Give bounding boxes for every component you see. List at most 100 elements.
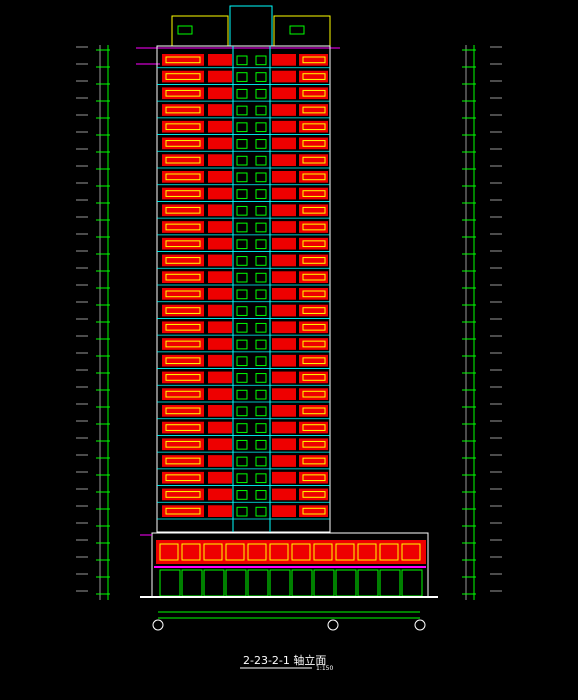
window: [255, 289, 267, 300]
window: [165, 307, 201, 314]
window: [255, 172, 267, 183]
window: [236, 306, 248, 316]
wall-red: [299, 254, 328, 267]
wall-red: [208, 137, 232, 150]
window: [165, 257, 201, 264]
window: [255, 272, 267, 283]
window: [255, 105, 267, 116]
wall-red: [272, 120, 296, 133]
window: [255, 72, 267, 82]
window: [165, 357, 201, 365]
wall-red: [299, 338, 328, 350]
window: [236, 356, 248, 367]
wall-red: [162, 505, 204, 517]
wall-red: [162, 455, 204, 467]
window: [302, 140, 326, 147]
wall-red: [162, 171, 204, 183]
podium-window: [313, 543, 333, 561]
wall-red: [208, 438, 232, 451]
window: [236, 456, 248, 467]
window: [165, 290, 201, 298]
window: [236, 122, 248, 133]
wall-red: [208, 371, 232, 384]
window: [302, 457, 326, 465]
drawing-scale: 1:150: [316, 665, 333, 672]
window: [165, 89, 201, 97]
wall-red: [208, 104, 232, 116]
axis-bubble: [327, 619, 339, 631]
wall-red: [208, 87, 232, 100]
wall-red: [162, 70, 204, 83]
window: [236, 406, 248, 417]
wall-red: [208, 321, 232, 334]
window: [302, 156, 326, 164]
wall-red: [162, 137, 204, 150]
window: [165, 223, 201, 231]
podium-window: [203, 543, 223, 561]
wall-red: [162, 488, 204, 501]
window: [255, 406, 267, 417]
wall-red: [162, 338, 204, 350]
wall-red: [162, 54, 204, 66]
wall-red: [162, 471, 204, 484]
window: [165, 407, 201, 415]
window: [165, 73, 201, 80]
wall-red: [272, 371, 296, 384]
window: [236, 289, 248, 300]
window: [302, 307, 326, 314]
wall-red: [272, 321, 296, 334]
window: [302, 123, 326, 131]
podium-bays: [154, 543, 426, 597]
wall-red: [162, 104, 204, 116]
window: [236, 189, 248, 199]
wall-red: [272, 388, 296, 400]
window: [302, 424, 326, 431]
wall-red: [272, 171, 296, 183]
window: [255, 439, 267, 450]
wall-red: [299, 288, 328, 300]
window: [236, 256, 248, 266]
window: [165, 240, 201, 248]
wall-red: [272, 137, 296, 150]
wall-red: [208, 154, 232, 166]
window: [255, 356, 267, 367]
wall-red: [208, 254, 232, 267]
window: [165, 340, 201, 348]
wall-red: [162, 87, 204, 100]
window: [255, 423, 267, 433]
podium-window: [247, 543, 267, 561]
window: [236, 139, 248, 149]
wall-red: [299, 70, 328, 83]
drawing-title: 2-23-2-1 轴立面: [243, 653, 326, 667]
wall-red: [299, 104, 328, 116]
window: [255, 139, 267, 149]
window: [255, 122, 267, 133]
wall-red: [299, 171, 328, 183]
roof-window: [289, 25, 305, 35]
wall-red: [162, 288, 204, 300]
window: [255, 506, 267, 517]
window: [165, 190, 201, 197]
wall-red: [272, 405, 296, 417]
wall-red: [208, 171, 232, 183]
window: [236, 55, 248, 66]
podium-window: [159, 543, 179, 561]
wall-red: [208, 187, 232, 200]
window: [236, 105, 248, 116]
window: [236, 222, 248, 233]
wall-red: [162, 154, 204, 166]
wall-red: [272, 354, 296, 367]
window: [255, 389, 267, 400]
window: [165, 173, 201, 181]
window: [236, 322, 248, 333]
axis-bubble: [152, 619, 164, 631]
window: [255, 88, 267, 99]
window: [302, 491, 326, 498]
wall-red: [299, 120, 328, 133]
window: [236, 339, 248, 350]
podium-window: [225, 543, 245, 561]
window: [302, 223, 326, 231]
wall-red: [272, 304, 296, 317]
wall-red: [208, 271, 232, 283]
